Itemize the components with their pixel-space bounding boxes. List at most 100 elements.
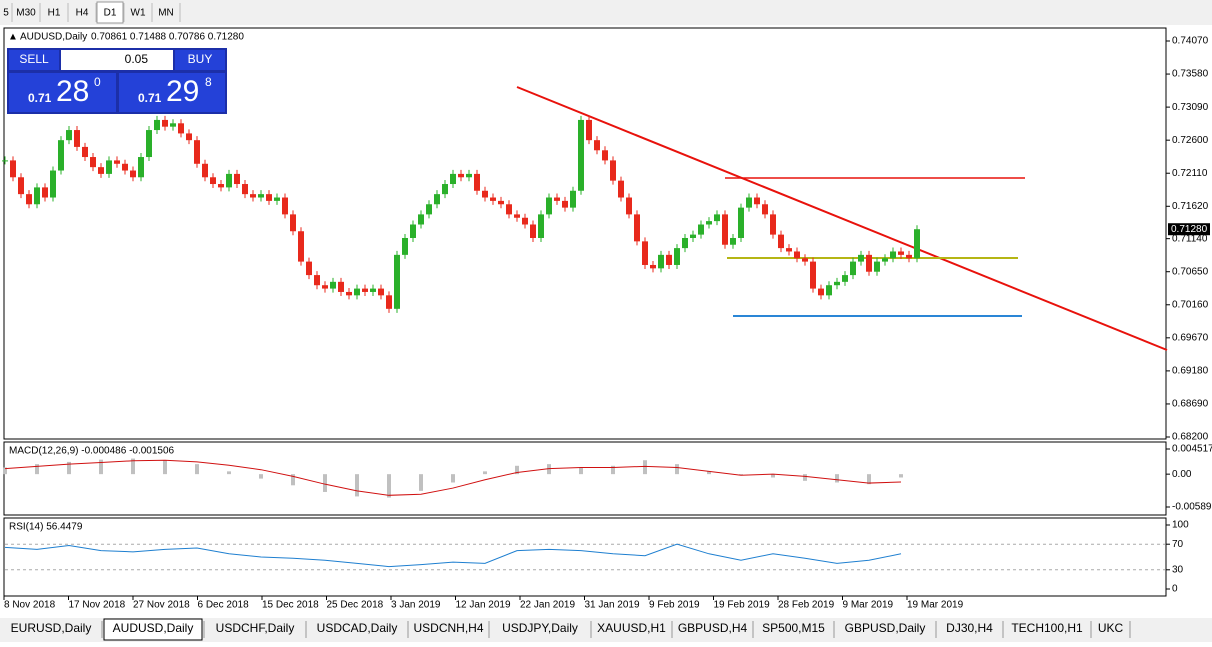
candle	[778, 234, 784, 249]
sell-button[interactable]	[9, 50, 59, 70]
candle	[354, 288, 360, 296]
candle	[258, 194, 264, 198]
candle	[130, 170, 136, 178]
chart-tab[interactable]: USDCNH,H4	[413, 621, 483, 635]
candle	[906, 254, 912, 259]
candle	[450, 173, 456, 185]
chart-tab[interactable]: USDCHF,Daily	[216, 621, 295, 635]
candle	[514, 214, 520, 218]
timeframe-button[interactable]: MN	[158, 8, 174, 19]
candle	[810, 261, 816, 289]
macd-bar	[451, 474, 455, 483]
candle	[386, 295, 392, 309]
y-tick-label: -0.005899	[1172, 502, 1212, 513]
candle	[298, 231, 304, 262]
sell-label[interactable]: SELL	[19, 52, 49, 66]
candle	[530, 224, 536, 238]
chart-tab[interactable]: GBPUSD,Daily	[845, 621, 926, 635]
candle	[146, 130, 152, 158]
candle	[610, 160, 616, 181]
chart-tab[interactable]: TECH100,H1	[1011, 621, 1083, 635]
y-tick-label: 0.72110	[1172, 168, 1208, 179]
candle	[914, 229, 920, 259]
chart-tab[interactable]: EURUSD,Daily	[11, 621, 92, 635]
candle	[42, 187, 48, 198]
sell-big: 28	[56, 75, 89, 108]
x-tick-label: 15 Dec 2018	[262, 600, 319, 611]
buy-label[interactable]: BUY	[188, 52, 213, 66]
candle	[762, 204, 768, 215]
timeframe-button[interactable]: H4	[76, 8, 89, 19]
candle	[746, 197, 752, 208]
y-tick-label: 0.004517	[1172, 444, 1212, 455]
trend-line	[516, 86, 1168, 351]
candle	[890, 251, 896, 259]
candle	[250, 194, 256, 198]
candle	[826, 285, 832, 296]
candle	[98, 167, 104, 174]
y-tick-label: 0.70160	[1172, 299, 1209, 310]
candle	[18, 177, 24, 195]
candle	[690, 234, 696, 238]
candle	[122, 163, 128, 171]
macd-panel	[3, 441, 1167, 516]
x-tick-label: 28 Feb 2019	[778, 600, 835, 611]
timeframe-button[interactable]: M30	[16, 8, 36, 19]
macd-bar	[355, 474, 359, 497]
trade-panel: SELL 0.05 BUY 0.71 28 0 0.71 29 8	[7, 48, 227, 114]
macd-bar	[259, 474, 263, 479]
candle	[210, 177, 216, 185]
candle	[642, 241, 648, 265]
x-tick-label: 9 Feb 2019	[649, 600, 700, 611]
y-tick-label: 0.71140	[1172, 233, 1208, 244]
candle	[170, 123, 176, 127]
buy-price-box[interactable]	[119, 73, 225, 112]
x-tick-label: 22 Jan 2019	[520, 600, 575, 611]
macd-bar	[323, 474, 327, 492]
candle	[898, 251, 904, 255]
x-tick-label: 12 Jan 2019	[456, 600, 511, 611]
macd-bar	[515, 465, 519, 475]
macd-bar	[579, 467, 583, 475]
chart-tab[interactable]: SP500,M15	[762, 621, 825, 635]
y-tick-label: 30	[1172, 564, 1184, 575]
buy-button[interactable]	[175, 50, 225, 70]
timeframe-button[interactable]: H1	[48, 8, 61, 19]
timeframe-button[interactable]: 5	[3, 8, 9, 19]
chart-tab[interactable]: GBPUSD,H4	[678, 621, 748, 635]
candle	[570, 190, 576, 208]
candle	[722, 214, 728, 245]
toolbar	[0, 0, 1212, 25]
chart-tab[interactable]: USDCAD,Daily	[317, 621, 398, 635]
candle	[186, 133, 192, 141]
y-tick-label: 0.68690	[1172, 399, 1209, 410]
candle	[26, 194, 32, 205]
candle	[754, 197, 760, 205]
chart-tab[interactable]: AUDUSD,Daily	[113, 621, 194, 635]
candle	[674, 248, 680, 265]
candle	[178, 123, 184, 134]
candle	[818, 288, 824, 296]
candle	[698, 224, 704, 235]
timeframe-button[interactable]: D1	[104, 8, 117, 19]
lot-value[interactable]: 0.05	[125, 52, 149, 66]
chart-tab[interactable]: USDJPY,Daily	[502, 621, 578, 635]
candle	[106, 160, 112, 174]
macd-bar	[35, 464, 39, 475]
sell-price-box[interactable]	[9, 73, 116, 112]
chart-tab[interactable]: XAUUSD,H1	[597, 621, 666, 635]
y-tick-label: 0.73090	[1172, 102, 1209, 113]
macd-bar	[3, 467, 7, 475]
timeframe-button[interactable]: W1	[131, 8, 146, 19]
candle	[458, 173, 464, 178]
candle	[74, 130, 80, 147]
candle	[578, 119, 584, 191]
chart-tab[interactable]: UKC	[1098, 621, 1124, 635]
candle	[34, 187, 40, 205]
candle	[554, 197, 560, 201]
candle	[738, 207, 744, 238]
candle	[274, 197, 280, 201]
buy-sup: 8	[205, 75, 212, 89]
lot-input[interactable]	[61, 50, 173, 70]
chart-tab[interactable]: DJ30,H4	[946, 621, 993, 635]
